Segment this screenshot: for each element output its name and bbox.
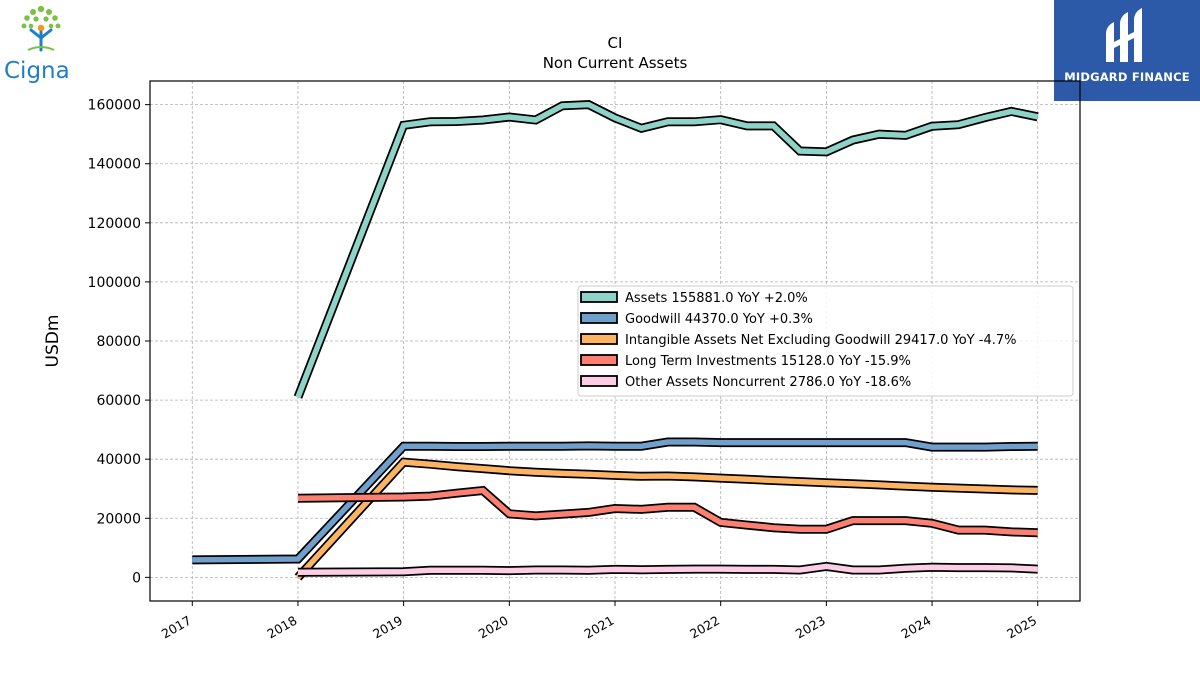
- x-tick-label: 2018: [264, 613, 299, 642]
- legend-entry-label: Long Term Investments 15128.0 YoY -15.9%: [625, 354, 911, 369]
- legend-box: [577, 285, 1074, 397]
- legend-swatch: [580, 375, 618, 387]
- legend-swatch: [580, 312, 618, 324]
- legend: Assets 155881.0 YoY +2.0% Goodwill 44370.…: [577, 285, 1074, 397]
- midgard-emblem-icon: [1106, 8, 1142, 62]
- legend-entry-label: Other Assets Noncurrent 2786.0 YoY -18.6…: [625, 375, 911, 390]
- series-line-1: [192, 439, 1038, 563]
- y-tick-label: 60000: [96, 393, 141, 409]
- chart-subtitle: Non Current Assets: [543, 54, 688, 72]
- legend-entry-label: Assets 155881.0 YoY +2.0%: [625, 291, 808, 306]
- y-axis-ticks: 0 20000 40000 60000 80000 100000 120000 140000 1…: [88, 98, 150, 586]
- midgard-finance-wordmark: MIDGARD FINANCE: [1064, 70, 1190, 84]
- x-axis-ticks: 2017 2018 2019 2020 2021 2022 2023 2024 2025: [159, 601, 1039, 642]
- x-tick-label: 2025: [1004, 613, 1039, 642]
- series-layer: [192, 100, 1039, 581]
- legend-swatch: [580, 291, 618, 303]
- y-tick-label: 120000: [88, 216, 141, 232]
- y-tick-label: 140000: [88, 157, 141, 173]
- x-tick-label: 2023: [793, 613, 828, 642]
- series-line-2: [295, 459, 1038, 580]
- legend-entry-label: Goodwill 44370.0 YoY +0.3%: [625, 312, 813, 327]
- x-tick-label: 2021: [581, 613, 616, 642]
- x-tick-label: 2020: [476, 613, 511, 642]
- y-tick-label: 40000: [96, 452, 141, 468]
- cigna-logo: Cigna: [0, 0, 90, 92]
- legend-swatch: [580, 354, 618, 366]
- legend-swatch: [580, 333, 618, 345]
- y-tick-label: 100000: [88, 275, 141, 291]
- cigna-wordmark: Cigna: [4, 58, 70, 84]
- x-tick-label: 2019: [370, 613, 405, 642]
- y-axis-label: USDm: [43, 315, 63, 368]
- chart-title: CI: [608, 34, 623, 52]
- series-line-0: [295, 101, 1039, 399]
- midgard-finance-logo: MIDGARD FINANCE: [1054, 0, 1200, 101]
- y-tick-label: 80000: [96, 334, 141, 350]
- series-line-4: [297, 563, 1038, 576]
- x-tick-label: 2024: [898, 613, 933, 642]
- y-tick-label: 20000: [96, 511, 141, 527]
- legend-entry-label: Intangible Assets Net Excluding Goodwill…: [625, 333, 1016, 348]
- y-tick-label: 160000: [88, 98, 141, 114]
- series-line-3: [297, 487, 1038, 536]
- x-tick-label: 2017: [159, 613, 194, 642]
- x-tick-label: 2022: [687, 613, 722, 642]
- cigna-tree-icon: [21, 5, 61, 52]
- y-tick-label: 0: [132, 570, 141, 586]
